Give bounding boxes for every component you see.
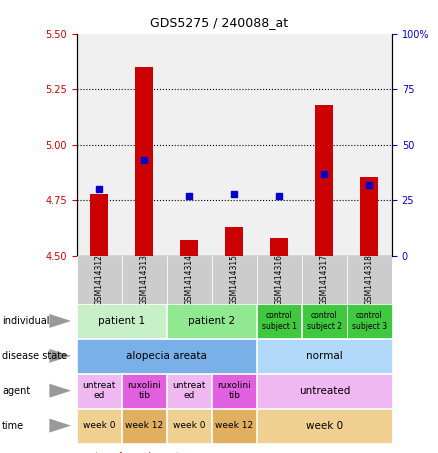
Bar — [302, 256, 347, 304]
Text: control
subject 2: control subject 2 — [307, 311, 342, 331]
Bar — [360, 177, 378, 256]
Text: week 12: week 12 — [215, 421, 254, 430]
Point — [141, 157, 148, 164]
Text: individual: individual — [2, 316, 49, 326]
Text: week 0: week 0 — [173, 421, 205, 430]
Bar — [225, 227, 244, 256]
Text: agent: agent — [2, 386, 30, 396]
Text: alopecia areata: alopecia areata — [126, 351, 207, 361]
Text: control
subject 3: control subject 3 — [352, 311, 387, 331]
Point — [231, 190, 238, 198]
Text: GSM1414312: GSM1414312 — [95, 254, 104, 305]
Polygon shape — [49, 384, 71, 398]
Text: untreated: untreated — [299, 386, 350, 396]
Text: normal: normal — [306, 351, 343, 361]
Text: disease state: disease state — [2, 351, 67, 361]
Text: week 12: week 12 — [125, 421, 163, 430]
Text: patient 2: patient 2 — [188, 316, 235, 326]
Text: week 0: week 0 — [83, 421, 116, 430]
Text: GSM1414318: GSM1414318 — [365, 254, 374, 305]
Bar — [90, 194, 108, 256]
Text: ruxolini
tib: ruxolini tib — [217, 381, 251, 400]
Text: ruxolini
tib: ruxolini tib — [127, 381, 161, 400]
Bar — [270, 238, 288, 256]
Bar — [347, 256, 392, 304]
Bar — [315, 105, 333, 256]
Text: untreat
ed: untreat ed — [82, 381, 116, 400]
Bar — [122, 256, 167, 304]
Text: GSM1414317: GSM1414317 — [320, 254, 329, 305]
Polygon shape — [49, 419, 71, 433]
Point — [366, 181, 373, 188]
Text: GSM1414315: GSM1414315 — [230, 254, 239, 305]
Bar — [212, 256, 257, 304]
Text: control
subject 1: control subject 1 — [262, 311, 297, 331]
Point — [321, 170, 328, 178]
Bar — [135, 67, 153, 256]
Text: GSM1414314: GSM1414314 — [185, 254, 194, 305]
Text: GDS5275 / 240088_at: GDS5275 / 240088_at — [150, 16, 288, 29]
Text: time: time — [2, 420, 25, 431]
Text: GSM1414316: GSM1414316 — [275, 254, 284, 305]
Bar — [180, 241, 198, 256]
Point — [186, 193, 193, 200]
Point — [276, 193, 283, 200]
Point — [95, 186, 102, 193]
Polygon shape — [49, 349, 71, 363]
Text: patient 1: patient 1 — [98, 316, 145, 326]
Bar — [167, 256, 212, 304]
Bar — [257, 256, 302, 304]
Text: untreat
ed: untreat ed — [173, 381, 206, 400]
Polygon shape — [49, 314, 71, 328]
Text: ■  transformed count: ■ transformed count — [81, 452, 180, 453]
Text: GSM1414313: GSM1414313 — [140, 254, 149, 305]
Bar — [77, 256, 122, 304]
Text: week 0: week 0 — [306, 420, 343, 431]
